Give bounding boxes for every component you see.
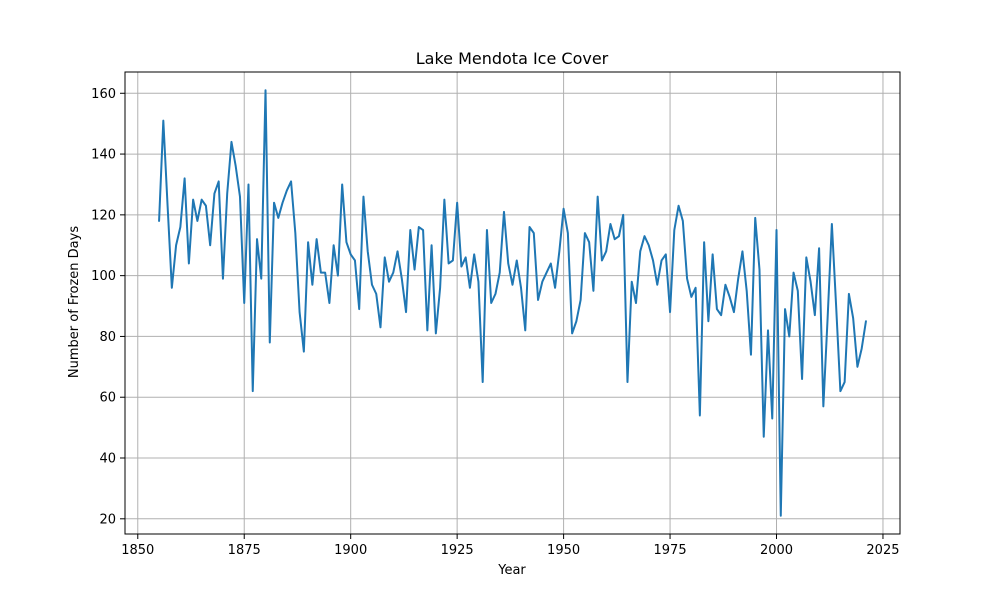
series-lines (158, 89, 867, 517)
x-tick-label: 2025 (866, 543, 899, 558)
x-tick-label: 1900 (334, 543, 367, 558)
y-tick-label: 140 (91, 148, 116, 163)
x-axis-label: Year (497, 563, 526, 578)
y-tick-label: 20 (99, 512, 116, 527)
y-axis-ticks: 20 40 60 80 100 120 140 160 (91, 87, 125, 527)
x-tick-label: 1925 (441, 543, 474, 558)
y-tick-label: 100 (91, 269, 116, 284)
x-tick-label: 2000 (760, 543, 793, 558)
plot-frame (124, 71, 901, 535)
x-tick-label: 1975 (654, 543, 687, 558)
y-tick-label: 160 (91, 87, 116, 102)
x-tick-label: 1875 (228, 543, 261, 558)
y-axis-label: Number of Frozen Days (67, 226, 82, 378)
y-tick-label: 120 (91, 208, 116, 223)
chart-title: Lake Mendota Ice Cover (416, 49, 609, 68)
y-tick-label: 40 (99, 452, 116, 467)
x-axis-ticks: 1850 1875 1900 1925 1950 1975 2000 2025 (121, 534, 900, 558)
series-line (158, 89, 867, 517)
x-tick-label: 1950 (547, 543, 580, 558)
x-tick-label: 1850 (121, 543, 154, 558)
y-tick-label: 80 (99, 330, 116, 345)
y-tick-label: 60 (99, 391, 116, 406)
